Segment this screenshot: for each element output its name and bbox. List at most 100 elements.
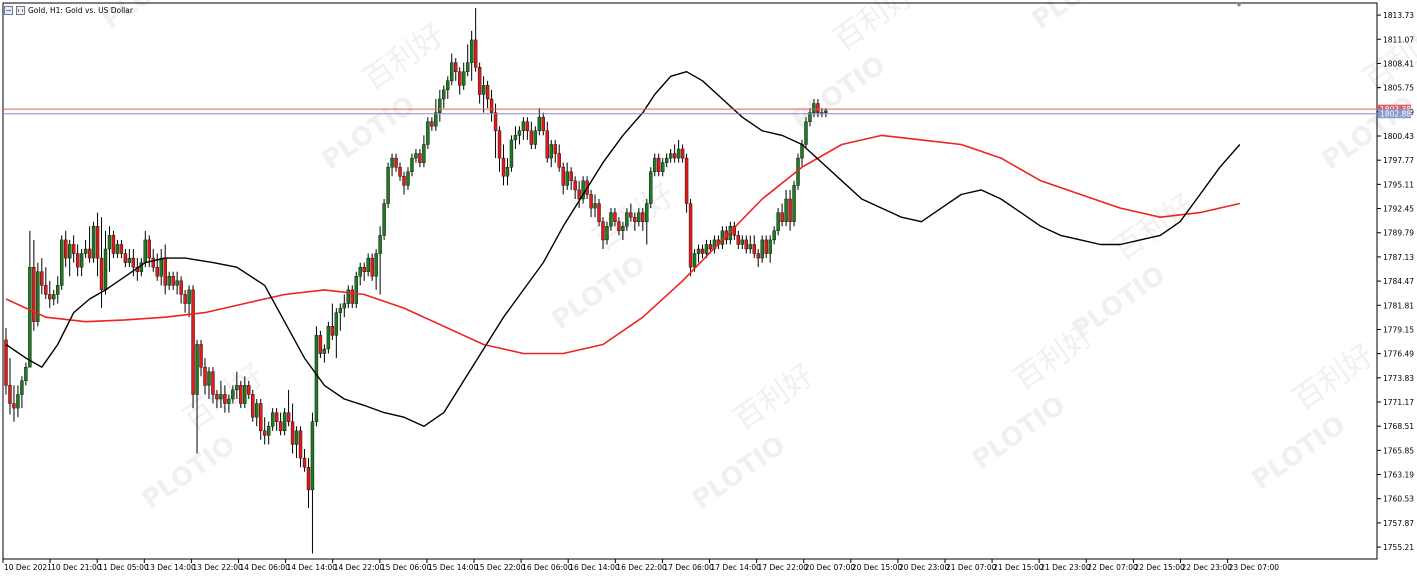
candle-body-bear bbox=[473, 39, 478, 68]
ma-slow-line bbox=[5, 134, 1240, 355]
candle-body-bull bbox=[235, 385, 239, 391]
candle bbox=[442, 85, 446, 109]
candle-body-bull bbox=[24, 366, 28, 382]
candle bbox=[593, 194, 597, 218]
candle-body-bear bbox=[418, 153, 422, 163]
ask-price-tag-label: 1802.88 bbox=[1380, 110, 1411, 119]
candle bbox=[438, 89, 442, 122]
price-tick-label: 1808.41 bbox=[1383, 59, 1414, 68]
time-tick-label: 16 Dec 06:00 bbox=[522, 563, 573, 572]
candle-body-bull bbox=[207, 371, 211, 386]
candle-body-bull bbox=[649, 171, 653, 204]
candle-body-bear bbox=[306, 466, 311, 491]
price-tick-label: 1779.15 bbox=[1383, 325, 1414, 334]
candle-body-bull bbox=[509, 139, 514, 168]
candle bbox=[792, 180, 796, 227]
watermark-cn: 百利好 bbox=[1287, 338, 1381, 418]
candle bbox=[378, 226, 382, 295]
candle bbox=[509, 135, 514, 172]
candle-body-bear bbox=[179, 280, 183, 295]
candle-body-bull bbox=[784, 198, 788, 222]
candle bbox=[354, 271, 358, 309]
candle-body-bull bbox=[195, 344, 199, 395]
candle bbox=[207, 367, 211, 399]
candle bbox=[239, 380, 243, 409]
candle bbox=[573, 176, 577, 199]
candle-body-bull bbox=[645, 203, 649, 222]
candle bbox=[649, 167, 653, 209]
candle bbox=[326, 321, 331, 354]
candle bbox=[71, 235, 76, 263]
candle-body-bear bbox=[87, 248, 92, 259]
chart-shift-marker-icon[interactable] bbox=[1235, 2, 1243, 7]
candle bbox=[83, 239, 88, 259]
candle bbox=[310, 412, 315, 554]
candle-body-bull bbox=[342, 303, 346, 309]
candle bbox=[748, 235, 752, 254]
candle bbox=[676, 139, 681, 163]
candle bbox=[203, 358, 207, 395]
time-tick-label: 15 Dec 14:00 bbox=[428, 563, 479, 572]
menu-grid-icon[interactable] bbox=[4, 5, 13, 15]
candle-body-bear bbox=[215, 394, 219, 400]
chart-header: Gold, H1: Gold vs. US Dollar bbox=[4, 3, 133, 17]
candle bbox=[569, 167, 573, 190]
chart-type-icon[interactable] bbox=[16, 5, 25, 15]
chart-title: Gold, H1: Gold vs. US Dollar bbox=[28, 5, 133, 15]
candle-body-bear bbox=[752, 244, 756, 254]
price-tick-label: 1805.75 bbox=[1383, 84, 1414, 93]
candle bbox=[390, 153, 394, 177]
time-tick-label: 20 Dec 07:00 bbox=[805, 563, 856, 572]
candle bbox=[91, 221, 96, 263]
candle-body-bull bbox=[565, 171, 569, 186]
time-tick-label: 17 Dec 14:00 bbox=[711, 563, 762, 572]
candle bbox=[601, 217, 605, 249]
candle bbox=[533, 126, 538, 149]
watermark-layer: PLOTIO百利好PLOTIO百利好PLOTIO百利好PLOTIO百利好PLOT… bbox=[97, 0, 1417, 516]
candle-body-bull bbox=[422, 144, 426, 163]
price-tick-label: 1757.87 bbox=[1383, 519, 1414, 528]
candle-body-bear bbox=[529, 130, 534, 145]
candle-body-bull bbox=[159, 257, 163, 277]
candle-body-bull bbox=[91, 226, 96, 259]
candle bbox=[422, 135, 426, 168]
candle-body-bull bbox=[533, 130, 538, 145]
candle-body-bull bbox=[625, 212, 629, 227]
candle-body-bear bbox=[274, 412, 279, 422]
candle-body-bear bbox=[119, 244, 124, 254]
candle-body-bull bbox=[517, 130, 522, 136]
candle bbox=[629, 203, 633, 222]
candle bbox=[247, 380, 251, 399]
candle-body-bull bbox=[609, 212, 613, 227]
candle bbox=[103, 230, 108, 295]
candle bbox=[394, 153, 398, 172]
candle-body-bear bbox=[278, 421, 283, 432]
candle-body-bull bbox=[366, 257, 370, 272]
price-tick-label: 1792.45 bbox=[1383, 205, 1414, 214]
candle bbox=[489, 89, 494, 122]
time-tick-label: 16 Dec 14:00 bbox=[569, 563, 620, 572]
candle bbox=[44, 267, 48, 299]
candle-body-bear bbox=[688, 203, 693, 268]
ask-price-tag-bg bbox=[1378, 109, 1411, 119]
candle-body-bear bbox=[680, 148, 685, 159]
candle bbox=[52, 289, 56, 306]
candle-body-bull bbox=[103, 248, 108, 291]
candle bbox=[16, 385, 20, 418]
candle bbox=[446, 76, 450, 99]
candle bbox=[410, 153, 414, 177]
candle-body-bear bbox=[641, 212, 645, 222]
candle-body-bull bbox=[593, 203, 597, 209]
candle bbox=[346, 285, 350, 309]
candle bbox=[657, 153, 661, 177]
price-tick-label: 1813.73 bbox=[1383, 11, 1414, 20]
candle-body-bull bbox=[107, 235, 112, 250]
candle-body-bear bbox=[44, 285, 48, 295]
candle-body-bull bbox=[792, 185, 796, 222]
candle bbox=[537, 108, 542, 136]
candle bbox=[505, 158, 510, 186]
candle bbox=[290, 403, 295, 454]
candle bbox=[370, 253, 374, 281]
